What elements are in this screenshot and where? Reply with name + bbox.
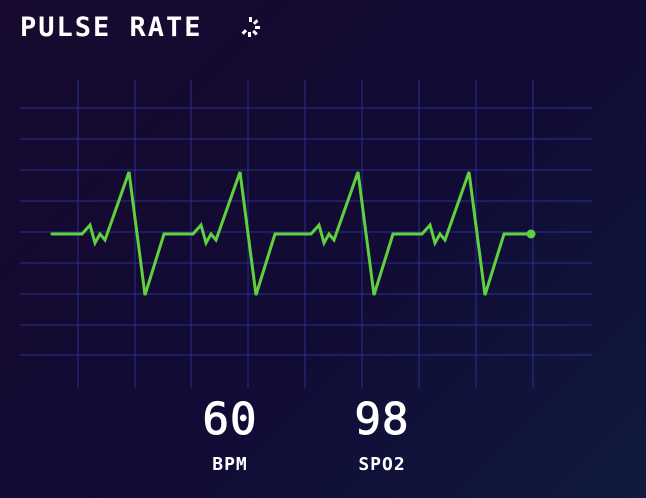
bpm-value: 60 [202,394,258,445]
spo2-label: SPO2 [358,454,406,475]
bpm-readout: 60 BPM [175,394,285,475]
bpm-label: BPM [212,454,248,475]
spo2-readout: 98 SPO2 [327,394,437,475]
ecg-trace [50,171,533,296]
loading-spinner-icon [241,17,260,37]
ecg-trace-endpoint [526,229,536,239]
spo2-value: 98 [354,394,410,445]
page-title: PULSE RATE [20,11,203,43]
header: PULSE RATE [20,10,261,44]
